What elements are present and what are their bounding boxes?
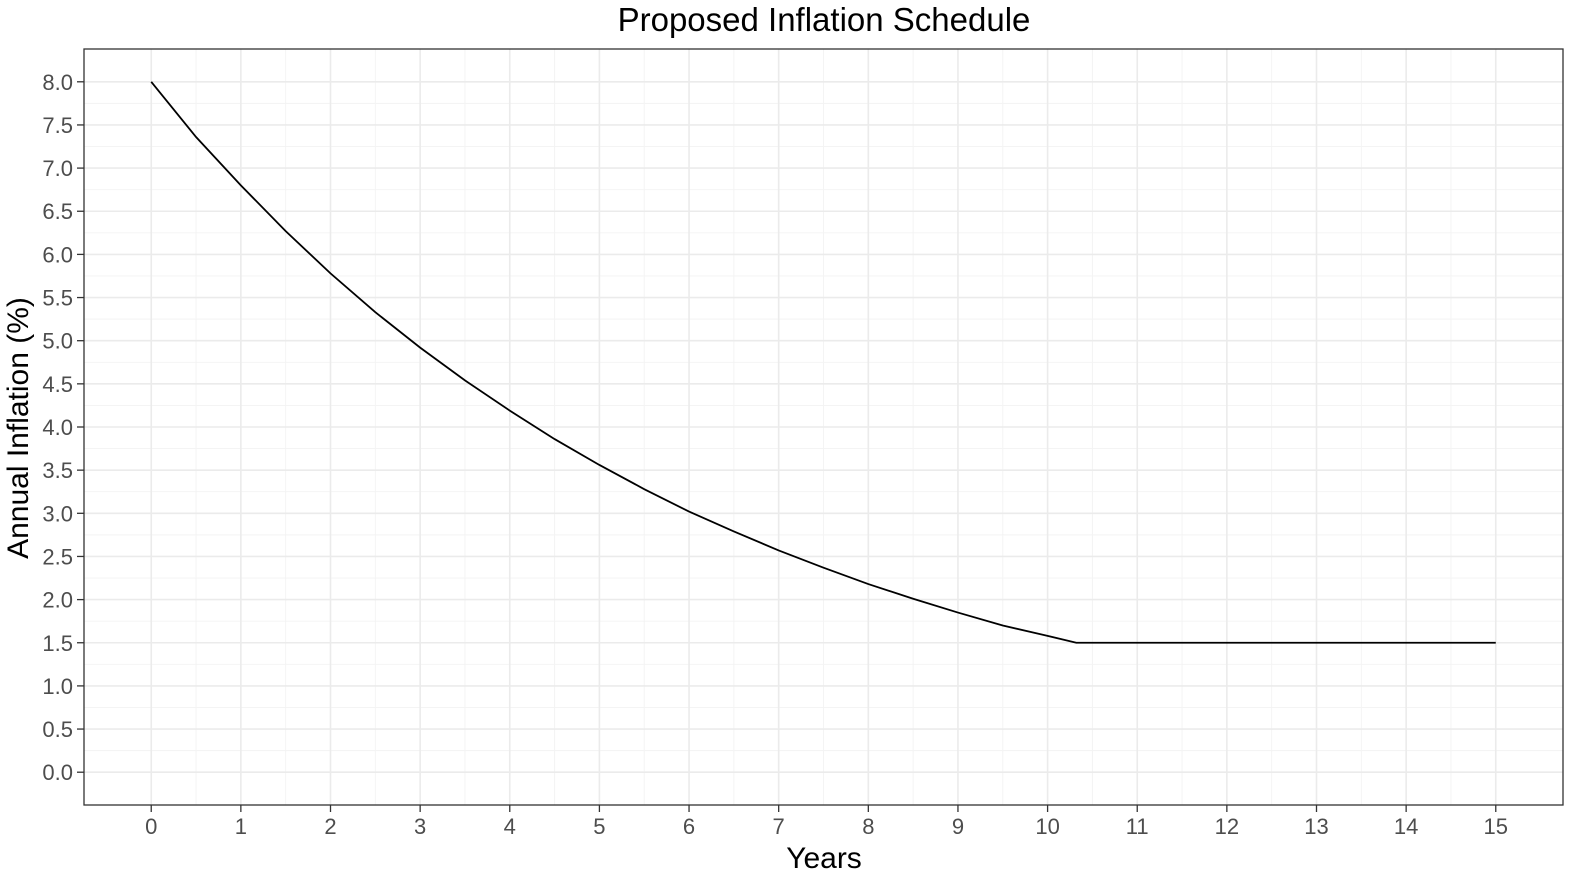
y-tick-label: 6.5 — [42, 199, 73, 224]
x-tick-label: 7 — [773, 814, 785, 839]
x-tick-label: 9 — [952, 814, 964, 839]
x-axis-title: Years — [786, 842, 862, 875]
y-tick-label: 0.5 — [42, 717, 73, 742]
y-tick-label: 7.5 — [42, 113, 73, 138]
y-tick-label: 3.5 — [42, 458, 73, 483]
x-tick-label: 5 — [593, 814, 605, 839]
y-tick-label: 8.0 — [42, 70, 73, 95]
y-tick-label: 2.5 — [42, 544, 73, 569]
y-tick-label: 3.0 — [42, 501, 73, 526]
x-tick-label: 10 — [1035, 814, 1059, 839]
x-tick-label: 6 — [683, 814, 695, 839]
x-tick-label: 1 — [235, 814, 247, 839]
x-tick-label: 12 — [1215, 814, 1239, 839]
chart-title: Proposed Inflation Schedule — [618, 1, 1031, 38]
y-tick-label: 5.5 — [42, 286, 73, 311]
major-gridlines — [84, 49, 1563, 805]
x-tick-label: 0 — [145, 814, 157, 839]
x-tick-label: 2 — [324, 814, 336, 839]
x-tick-label: 8 — [862, 814, 874, 839]
x-axis: 0 1 2 3 4 5 6 7 8 9 10 11 12 13 14 15 — [145, 805, 1508, 839]
series-line — [150, 81, 1496, 644]
x-tick-label: 11 — [1126, 814, 1149, 839]
x-tick-label: 14 — [1394, 814, 1418, 839]
y-axis-title: Annual Inflation (%) — [2, 297, 35, 559]
y-tick-label: 6.0 — [42, 242, 73, 267]
y-tick-label: 7.0 — [42, 156, 73, 181]
x-tick-label: 3 — [414, 814, 426, 839]
y-tick-label: 0.0 — [42, 760, 73, 785]
y-axis: 0.0 0.5 1.0 1.5 2.0 2.5 3.0 3.5 4.0 4.5 5.0 5.5 6.0 6… — [42, 70, 84, 785]
series-layer — [150, 81, 1496, 644]
y-tick-label: 5.0 — [42, 329, 73, 354]
y-tick-label: 1.5 — [42, 631, 73, 656]
y-tick-label: 4.5 — [42, 372, 73, 397]
y-tick-label: 1.0 — [42, 674, 73, 699]
x-tick-label: 15 — [1484, 814, 1508, 839]
y-tick-label: 4.0 — [42, 415, 73, 440]
y-tick-label: 2.0 — [42, 588, 73, 613]
x-tick-label: 13 — [1304, 814, 1328, 839]
x-tick-label: 4 — [504, 814, 516, 839]
